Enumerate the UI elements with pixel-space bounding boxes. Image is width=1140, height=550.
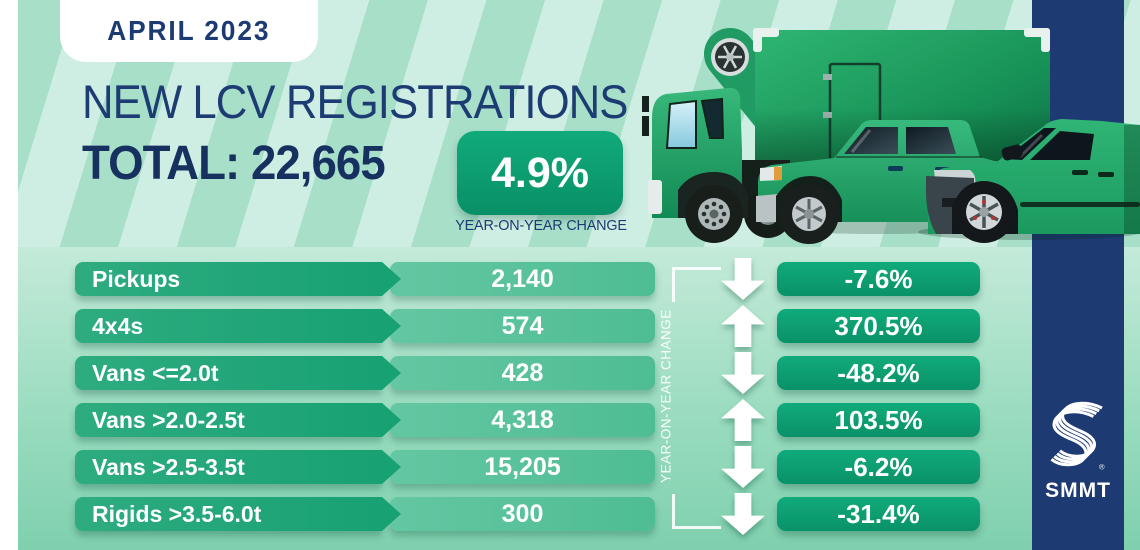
bracket-bottom xyxy=(672,494,721,529)
registered-mark: ® xyxy=(1099,463,1105,472)
change-direction-arrow-icon xyxy=(721,352,765,394)
change-pill: -31.4% xyxy=(777,497,980,531)
value-text: 574 xyxy=(501,311,544,340)
change-direction-arrow-icon xyxy=(721,399,765,441)
category-label: Rigids >3.5-6.0t xyxy=(92,500,262,527)
change-pill: 370.5% xyxy=(777,309,980,343)
change-text: -7.6% xyxy=(844,263,913,294)
category-label: Pickups xyxy=(92,265,181,292)
category-chevron: 4x4s xyxy=(75,309,401,343)
category-chevron: Vans >2.5-3.5t xyxy=(75,450,401,484)
value-pill: 574 xyxy=(390,309,655,343)
change-pill: -6.2% xyxy=(777,450,980,484)
change-text: -6.2% xyxy=(844,451,913,482)
table-row: Vans <=2.0t 428 -48.2% xyxy=(75,356,980,390)
table-row: Rigids >3.5-6.0t 300 -31.4% xyxy=(75,497,980,531)
change-text: 370.5% xyxy=(834,310,923,341)
category-chevron: Vans >2.0-2.5t xyxy=(75,403,401,437)
value-text: 428 xyxy=(501,358,544,387)
smmt-s-logo-icon: ® xyxy=(1049,401,1105,472)
value-pill: 428 xyxy=(390,356,655,390)
value-text: 300 xyxy=(501,499,544,528)
category-chevron: Rigids >3.5-6.0t xyxy=(75,497,401,531)
smmt-wordmark: SMMT xyxy=(1045,479,1111,502)
change-text: -48.2% xyxy=(837,357,920,388)
value-text: 2,140 xyxy=(491,264,554,293)
change-direction-arrow-icon xyxy=(721,446,765,488)
table-row: Pickups 2,140 -7.6% xyxy=(75,262,980,296)
value-text: 4,318 xyxy=(491,405,554,434)
vehicles-illustration xyxy=(642,28,1140,244)
category-label: Vans >2.5-3.5t xyxy=(92,453,245,480)
table-row: Vans >2.5-3.5t 15,205 -6.2% xyxy=(75,450,980,484)
change-direction-arrow-icon xyxy=(721,258,765,300)
yoy-axis-label: YEAR-ON-YEAR CHANGE xyxy=(658,309,674,484)
category-chevron: Pickups xyxy=(75,262,401,296)
change-pill: -7.6% xyxy=(777,262,980,296)
date-badge: APRIL 2023 xyxy=(60,0,318,62)
value-pill: 15,205 xyxy=(390,450,655,484)
change-text: 103.5% xyxy=(834,404,923,435)
category-chevron: Vans <=2.0t xyxy=(75,356,401,390)
category-label: 4x4s xyxy=(92,312,144,339)
total-registrations: TOTAL: 22,665 xyxy=(82,137,386,190)
bracket-top xyxy=(672,267,721,302)
change-direction-arrow-icon xyxy=(721,493,765,535)
value-pill: 4,318 xyxy=(390,403,655,437)
change-pill: 103.5% xyxy=(777,403,980,437)
value-pill: 2,140 xyxy=(390,262,655,296)
page-title: NEW LCV REGISTRATIONS xyxy=(82,75,628,128)
change-pill: -48.2% xyxy=(777,356,980,390)
yoy-change-value: 4.9% xyxy=(490,148,589,197)
van-illustration xyxy=(918,119,1140,243)
yoy-change-badge: 4.9% xyxy=(457,131,623,215)
table-row: Vans >2.0-2.5t 4,318 103.5% xyxy=(75,399,980,441)
value-text: 15,205 xyxy=(484,452,561,481)
yoy-change-caption: YEAR-ON-YEAR CHANGE xyxy=(455,217,627,234)
date-badge-text: APRIL 2023 xyxy=(107,15,271,46)
change-text: -31.4% xyxy=(837,498,920,529)
table-row: 4x4s 574 370.5% xyxy=(75,305,980,347)
value-pill: 300 xyxy=(390,497,655,531)
change-direction-arrow-icon xyxy=(721,305,765,347)
category-label: Vans >2.0-2.5t xyxy=(92,406,245,433)
category-label: Vans <=2.0t xyxy=(92,359,219,386)
smmt-logo: ® SMMT xyxy=(1032,393,1124,503)
